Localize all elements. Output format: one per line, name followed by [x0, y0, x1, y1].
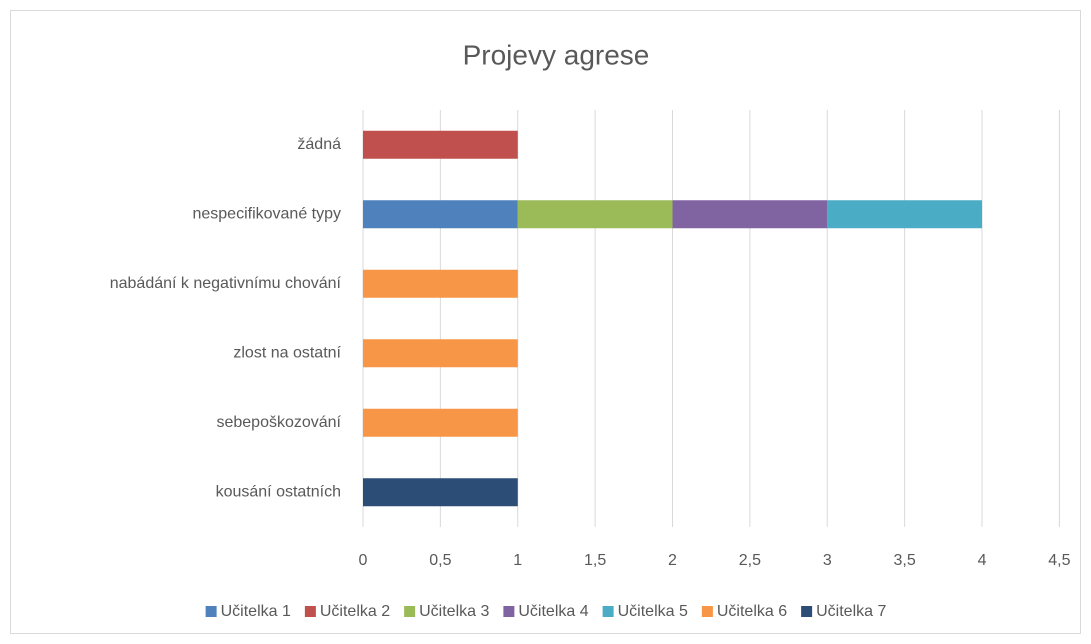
legend-swatch [503, 606, 515, 617]
y-tick-label: nabádání k negativnímu chování [110, 275, 342, 292]
bar-segment [363, 269, 518, 298]
x-tick-label: 4,5 [1048, 552, 1070, 569]
bar-segment [363, 130, 518, 159]
legend-label: Učitelka 1 [221, 603, 291, 620]
y-tick-label: zlost na ostatní [233, 344, 341, 361]
x-tick-label: 2 [668, 552, 677, 569]
legend-label: Učitelka 7 [816, 603, 886, 620]
bar-segment [517, 200, 673, 229]
x-tick-label: 0 [359, 552, 368, 569]
y-tick-label: sebepoškozování [216, 414, 341, 431]
chart-border [10, 10, 1081, 634]
y-tick-label: žádná [297, 136, 341, 153]
legend-swatch [701, 606, 713, 617]
legend-swatch [801, 606, 813, 617]
bar-segment [827, 200, 983, 229]
legend-swatch [404, 606, 416, 617]
x-tick-label: 2,5 [739, 552, 761, 569]
x-tick-label: 3 [823, 552, 832, 569]
legend-label: Učitelka 4 [518, 603, 588, 620]
bar-segment [363, 200, 518, 229]
legend-swatch [304, 606, 316, 617]
legend-label: Učitelka 5 [618, 603, 688, 620]
x-tick-label: 1 [513, 552, 522, 569]
bar-segment [363, 478, 518, 507]
y-tick-label: nespecifikované typy [192, 205, 341, 222]
legend-swatch [602, 606, 614, 617]
bar-segment [363, 339, 518, 368]
y-tick-label: kousání ostatních [216, 483, 341, 500]
x-tick-label: 0,5 [429, 552, 451, 569]
chart-title: Projevy agrese [463, 39, 650, 70]
legend-label: Učitelka 2 [320, 603, 390, 620]
legend-label: Učitelka 6 [717, 603, 787, 620]
x-tick-label: 3,5 [894, 552, 916, 569]
bar-segment [363, 408, 518, 437]
legend-label: Učitelka 3 [419, 603, 489, 620]
x-tick-label: 1,5 [584, 552, 606, 569]
legend-swatch [205, 606, 217, 617]
x-tick-label: 4 [978, 552, 987, 569]
bar-segment [672, 200, 828, 229]
